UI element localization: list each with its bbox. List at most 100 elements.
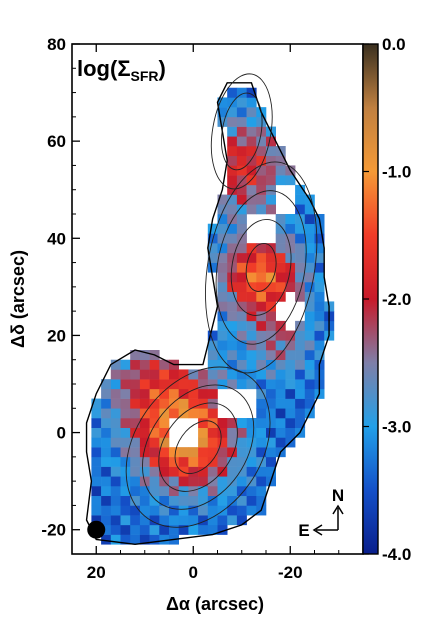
map-pixel	[295, 243, 306, 254]
map-pixel	[169, 476, 179, 487]
map-pixel	[256, 252, 267, 263]
map-pixel	[246, 369, 257, 380]
colorbar-ticks: 0.0 -1.0 -2.0 -3.0 -4.0	[363, 35, 411, 564]
map-pixel	[295, 398, 306, 409]
map-pixel	[256, 388, 267, 399]
map-pixel	[217, 495, 228, 506]
map-pixel	[304, 262, 315, 273]
map-pixel	[236, 456, 247, 467]
sfr-map	[85, 73, 335, 545]
map-pixel	[149, 456, 160, 467]
map-pixel	[178, 379, 189, 390]
compass-indicator: N E	[298, 486, 344, 540]
map-pixel	[304, 243, 315, 254]
map-pixel	[266, 194, 276, 205]
map-pixel	[227, 311, 238, 322]
x-axis-ticks: 20 0 -20	[71, 44, 364, 582]
map-pixel	[256, 359, 267, 370]
map-pixel	[304, 204, 315, 215]
map-pixel	[266, 408, 276, 419]
map-pixel	[304, 311, 315, 322]
map-pixel	[110, 418, 121, 429]
map-pixel	[110, 466, 121, 477]
map-pixel	[295, 262, 306, 273]
map-pixel	[91, 456, 102, 467]
map-pixel	[178, 466, 189, 477]
map-pixel	[139, 447, 150, 458]
map-pixel	[130, 398, 141, 409]
map-pixel	[236, 291, 247, 302]
map-pixel	[266, 311, 276, 322]
map-pixel	[246, 301, 257, 312]
map-pixel	[266, 262, 276, 273]
map-pixel	[217, 291, 228, 302]
map-pixel	[130, 466, 141, 477]
map-pixel	[275, 165, 286, 176]
map-pixel	[295, 340, 306, 351]
map-pixel	[130, 524, 141, 535]
map-pixel	[159, 466, 170, 477]
map-pixel	[101, 437, 112, 448]
map-pixel	[227, 301, 238, 312]
map-pixel	[188, 476, 199, 487]
map-pixel	[236, 184, 247, 195]
map-pixel	[295, 184, 306, 195]
map-pixel	[256, 301, 267, 312]
map-pixel	[295, 204, 306, 215]
map-pixel	[101, 476, 112, 487]
map-pixel	[120, 456, 131, 467]
map-pixel	[169, 369, 179, 380]
map-pixel	[227, 515, 238, 526]
map-pixel	[120, 427, 131, 438]
map-pixel	[295, 272, 306, 283]
map-pixel	[304, 388, 315, 399]
top-contour	[210, 73, 273, 190]
map-pixel	[169, 388, 179, 399]
map-pixel	[275, 223, 286, 234]
map-pixel	[217, 447, 228, 458]
map-pixel	[149, 447, 160, 458]
map-pixel	[139, 524, 150, 535]
south-contour	[158, 402, 238, 492]
map-pixel	[236, 330, 247, 341]
map-pixel	[207, 388, 218, 399]
map-pixel	[295, 369, 306, 380]
map-pixel	[266, 136, 276, 147]
map-pixel	[236, 427, 247, 438]
map-pixel	[256, 495, 267, 506]
map-pixel	[169, 408, 179, 419]
map-pixel	[227, 233, 238, 244]
map-pixel	[256, 418, 267, 429]
map-pixel	[110, 408, 121, 419]
compass-east-label: E	[298, 521, 309, 540]
map-pixel	[246, 126, 257, 137]
map-pixel	[295, 320, 306, 331]
map-pixel	[256, 204, 267, 215]
north-contour	[230, 218, 292, 316]
map-pixel	[266, 359, 276, 370]
map-pixel	[295, 388, 306, 399]
map-pixel	[149, 495, 160, 506]
chart-title-subscript: SFR	[131, 68, 159, 84]
map-pixel	[246, 87, 257, 98]
map-pixel	[295, 252, 306, 263]
map-pixel	[236, 194, 247, 205]
map-pixel	[227, 116, 238, 127]
map-pixel	[207, 350, 218, 361]
map-pixel	[275, 340, 286, 351]
y-tick-label: 40	[47, 229, 66, 248]
map-pixel	[207, 447, 218, 458]
map-pixel	[139, 456, 150, 467]
map-pixel	[314, 223, 325, 234]
map-pixel	[207, 223, 218, 234]
map-pixel	[130, 379, 141, 390]
map-pixel	[159, 524, 170, 535]
beam-marker	[87, 520, 106, 539]
map-pixel	[266, 320, 276, 331]
map-pixel	[246, 350, 257, 361]
map-pixel	[120, 534, 131, 545]
map-pixel	[217, 116, 228, 127]
map-pixel	[178, 495, 189, 506]
map-pixel	[110, 495, 121, 506]
map-pixel	[266, 252, 276, 263]
